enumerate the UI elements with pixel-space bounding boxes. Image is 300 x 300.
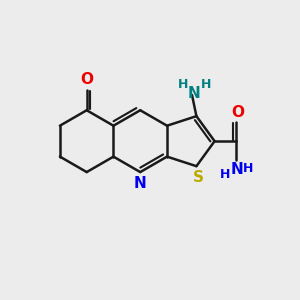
Text: H: H — [219, 168, 230, 181]
Text: H: H — [201, 78, 211, 92]
Text: N: N — [188, 86, 201, 101]
Text: O: O — [80, 72, 93, 87]
Text: H: H — [177, 78, 188, 92]
Text: S: S — [192, 170, 203, 185]
Text: O: O — [231, 105, 244, 120]
Text: N: N — [134, 176, 147, 190]
Text: N: N — [231, 162, 244, 177]
Text: H: H — [243, 162, 253, 175]
